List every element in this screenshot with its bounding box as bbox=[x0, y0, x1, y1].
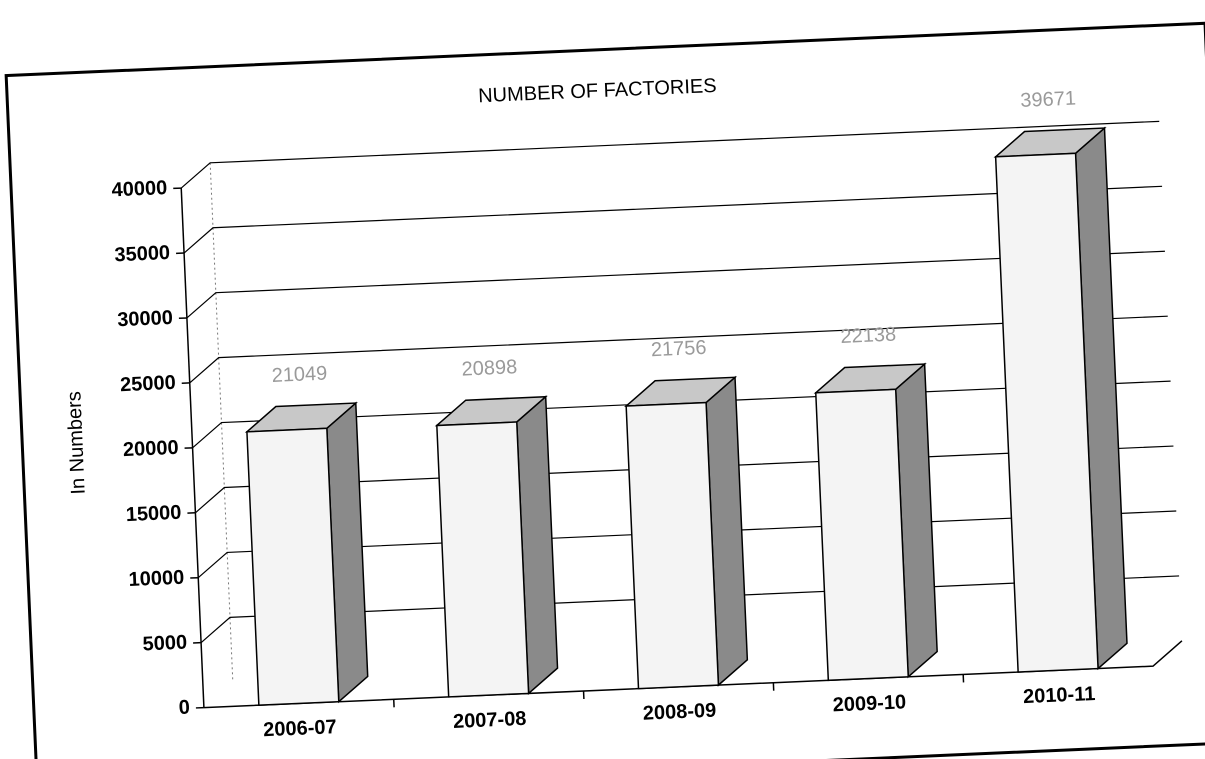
value-label: 21049 bbox=[271, 363, 328, 387]
grid-line bbox=[189, 315, 1168, 384]
x-tick-label: 2009-10 bbox=[832, 691, 906, 716]
x-tick-label: 2008-09 bbox=[642, 700, 716, 725]
y-tick-label: 40000 bbox=[111, 177, 168, 201]
y-tick-label: 30000 bbox=[117, 307, 174, 331]
y-tick-label: 35000 bbox=[114, 242, 171, 266]
grid-line bbox=[186, 250, 1165, 319]
y-tick-label: 5000 bbox=[142, 632, 187, 656]
bar bbox=[814, 388, 910, 682]
x-tick-label: 2006-07 bbox=[263, 716, 337, 741]
value-label: 22138 bbox=[840, 324, 897, 348]
y-tick-label: 10000 bbox=[128, 567, 185, 591]
bar bbox=[625, 401, 720, 690]
y-tick-label: 15000 bbox=[125, 502, 182, 526]
y-tick-label: 25000 bbox=[120, 372, 177, 396]
value-label: 21756 bbox=[650, 337, 707, 361]
value-label: 39671 bbox=[1020, 88, 1077, 112]
grid-line bbox=[180, 120, 1160, 189]
chart-body: NUMBER OF FACTORIES In Numbers 0 5000 1000… bbox=[4, 21, 1205, 759]
x-tick-label: 2007-08 bbox=[453, 708, 527, 733]
bar bbox=[246, 427, 340, 706]
chart-title: NUMBER OF FACTORIES bbox=[478, 75, 717, 107]
y-tick-label: 0 bbox=[178, 696, 190, 718]
chart-frame bbox=[4, 21, 1205, 759]
x-tick-label: 2010-11 bbox=[1023, 683, 1096, 708]
y-tick-label: 20000 bbox=[123, 437, 180, 461]
bar bbox=[994, 152, 1099, 673]
y-axis-label: In Numbers bbox=[63, 391, 89, 495]
bar bbox=[436, 421, 530, 698]
grid-line bbox=[183, 185, 1163, 254]
value-label: 20898 bbox=[461, 356, 518, 380]
